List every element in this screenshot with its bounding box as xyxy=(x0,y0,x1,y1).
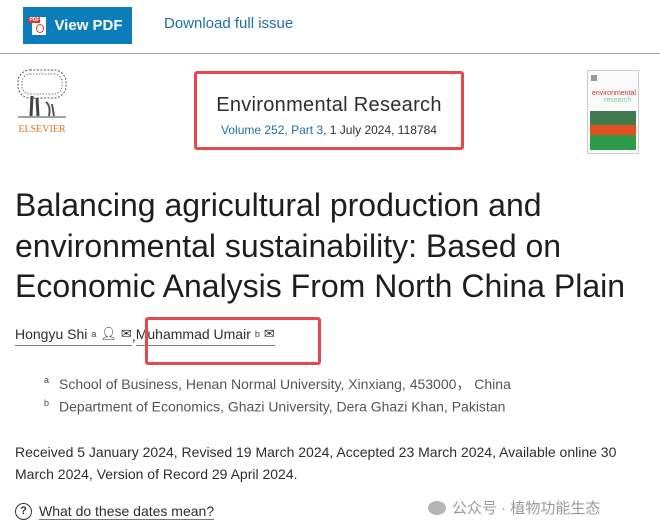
article-title: Balancing agricultural production and en… xyxy=(15,187,626,304)
view-pdf-button[interactable]: View PDF xyxy=(23,7,132,44)
journal-title[interactable]: Environmental Research xyxy=(216,94,442,116)
article-dates: Received 5 January 2024, Revised 19 Marc… xyxy=(15,444,617,482)
volume-link[interactable]: Volume 252, Part 3 xyxy=(221,123,324,137)
dates-help: ? What do these dates mean? xyxy=(15,503,215,520)
author-hongyu-shi[interactable]: Hongyu Shi a 👤︎ ✉︎ xyxy=(15,326,132,346)
dates-help-link[interactable]: What do these dates mean? xyxy=(39,503,215,520)
author-highlight xyxy=(145,317,321,365)
affiliation-label: a xyxy=(44,375,50,386)
person-icon[interactable]: 👤︎ xyxy=(100,326,117,341)
author-name: Muhammad Umair xyxy=(135,326,251,342)
envelope-icon[interactable]: ✉︎ xyxy=(120,326,132,341)
affiliation-text: Department of Economics, Ghazi Universit… xyxy=(59,398,506,415)
affiliation-marker: b xyxy=(254,329,260,339)
author-name: Hongyu Shi xyxy=(15,326,88,342)
watermark-text: 公众号 · 植物功能生态 xyxy=(452,500,601,517)
envelope-icon[interactable]: ✉︎ xyxy=(263,326,275,341)
question-circle-icon[interactable]: ? xyxy=(15,503,32,520)
author-separator: , xyxy=(131,328,136,344)
journal-info-highlight: Environmental Research Volume 252, Part … xyxy=(194,71,464,150)
article-toolbar: View PDF Download full issue xyxy=(0,0,660,54)
affiliation-b: b Department of Economics, Ghazi Universi… xyxy=(44,398,505,415)
author-list: Hongyu Shi a 👤︎ ✉︎ , Muhammad Umair b ✉︎ xyxy=(15,326,275,346)
affiliation-marker: a xyxy=(91,329,97,339)
download-full-issue-link[interactable]: Download full issue xyxy=(164,15,294,32)
elsevier-wordmark: ELSEVIER xyxy=(18,124,66,135)
svg-text:research: research xyxy=(604,97,631,104)
view-pdf-label: View PDF xyxy=(54,17,123,34)
affiliation-label: b xyxy=(44,398,50,408)
pdf-file-icon xyxy=(28,16,47,35)
journal-issue-meta: Volume 252, Part 3, 1 July 2024, 118784 xyxy=(197,123,461,137)
wechat-icon xyxy=(428,500,446,515)
watermark: 公众号 · 植物功能生态 xyxy=(428,497,600,518)
svg-text:environmental: environmental xyxy=(592,90,636,97)
affiliation-a: a School of Business, Henan Normal Univer… xyxy=(44,374,511,394)
issue-date: , 1 July 2024, 118784 xyxy=(323,123,437,137)
affiliation-text: School of Business, Henan Normal Univers… xyxy=(59,376,511,392)
author-muhammad-umair[interactable]: Muhammad Umair b ✉︎ xyxy=(135,326,275,346)
journal-cover-image[interactable]: environmental research xyxy=(587,70,639,154)
elsevier-logo[interactable]: ELSEVIER xyxy=(12,68,72,136)
